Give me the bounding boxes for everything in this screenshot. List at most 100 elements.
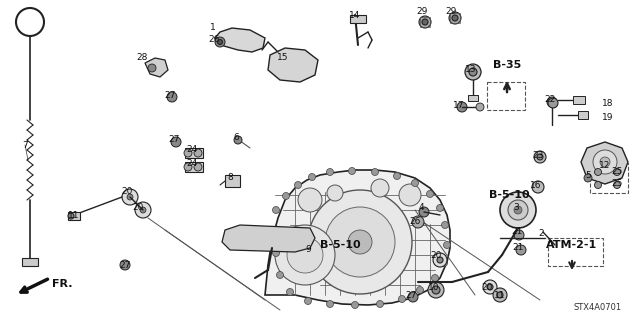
Text: 29: 29 xyxy=(416,8,428,17)
Text: 20: 20 xyxy=(122,188,132,197)
Circle shape xyxy=(532,181,544,193)
Text: 4: 4 xyxy=(418,204,424,212)
Circle shape xyxy=(218,40,223,44)
Bar xyxy=(578,111,588,119)
Text: 22: 22 xyxy=(545,95,556,105)
Circle shape xyxy=(148,64,156,72)
Circle shape xyxy=(428,282,444,298)
Circle shape xyxy=(282,192,289,199)
Circle shape xyxy=(442,221,449,228)
Text: B-5-10: B-5-10 xyxy=(489,190,529,200)
Circle shape xyxy=(595,168,602,175)
Circle shape xyxy=(399,184,421,206)
Circle shape xyxy=(508,200,528,220)
Circle shape xyxy=(305,298,312,305)
Circle shape xyxy=(325,207,395,277)
Bar xyxy=(22,258,38,266)
Circle shape xyxy=(127,194,133,200)
Circle shape xyxy=(431,275,438,281)
Circle shape xyxy=(493,288,507,302)
Text: 19: 19 xyxy=(602,114,614,122)
Text: 11: 11 xyxy=(68,211,80,219)
Text: 14: 14 xyxy=(349,11,361,19)
Text: 15: 15 xyxy=(277,54,289,63)
Circle shape xyxy=(412,216,424,228)
Circle shape xyxy=(614,168,621,175)
Text: 8: 8 xyxy=(227,174,233,182)
Bar xyxy=(185,148,203,158)
Circle shape xyxy=(122,189,138,205)
Text: 5: 5 xyxy=(585,170,591,180)
Circle shape xyxy=(215,37,225,47)
Circle shape xyxy=(120,260,130,270)
Text: 18: 18 xyxy=(602,99,614,108)
Bar xyxy=(487,82,525,110)
Text: 23: 23 xyxy=(532,151,544,160)
Circle shape xyxy=(500,192,536,228)
Text: 17: 17 xyxy=(453,100,465,109)
Circle shape xyxy=(298,188,322,212)
Polygon shape xyxy=(265,170,450,305)
Circle shape xyxy=(444,241,451,249)
Circle shape xyxy=(371,168,378,175)
Circle shape xyxy=(408,292,418,302)
Circle shape xyxy=(516,245,526,255)
Circle shape xyxy=(234,136,242,144)
Polygon shape xyxy=(222,225,315,252)
Circle shape xyxy=(271,226,278,234)
Text: 27: 27 xyxy=(119,261,131,270)
Text: 2: 2 xyxy=(538,228,544,238)
Polygon shape xyxy=(581,142,628,184)
Circle shape xyxy=(600,157,610,167)
Circle shape xyxy=(68,213,74,219)
Circle shape xyxy=(167,92,177,102)
Circle shape xyxy=(351,301,358,308)
Circle shape xyxy=(417,286,424,293)
Polygon shape xyxy=(215,28,265,52)
Circle shape xyxy=(487,284,493,290)
Circle shape xyxy=(184,149,192,157)
Text: 11: 11 xyxy=(494,291,506,300)
Polygon shape xyxy=(268,48,318,82)
Circle shape xyxy=(287,237,323,273)
Circle shape xyxy=(275,225,335,285)
Text: FR.: FR. xyxy=(52,279,72,289)
Text: 24: 24 xyxy=(186,159,198,167)
Bar xyxy=(185,162,203,172)
Circle shape xyxy=(171,137,181,147)
Circle shape xyxy=(348,230,372,254)
Circle shape xyxy=(514,230,524,240)
Circle shape xyxy=(449,12,461,24)
Circle shape xyxy=(273,249,280,256)
Circle shape xyxy=(537,154,543,160)
Text: 21: 21 xyxy=(512,243,524,253)
Circle shape xyxy=(349,167,355,174)
Text: STX4A0701: STX4A0701 xyxy=(574,303,622,313)
Text: 12: 12 xyxy=(599,160,611,169)
Circle shape xyxy=(548,98,558,108)
Circle shape xyxy=(593,150,617,174)
Circle shape xyxy=(135,202,151,218)
Text: 25: 25 xyxy=(611,179,623,188)
Circle shape xyxy=(194,149,202,157)
Text: 13: 13 xyxy=(465,65,477,75)
Circle shape xyxy=(273,206,280,213)
Circle shape xyxy=(326,168,333,175)
Circle shape xyxy=(534,151,546,163)
Circle shape xyxy=(436,204,444,211)
Circle shape xyxy=(184,163,192,171)
Text: 29: 29 xyxy=(445,8,457,17)
Circle shape xyxy=(595,182,602,189)
Text: 7: 7 xyxy=(22,140,28,150)
Bar xyxy=(225,175,240,187)
Circle shape xyxy=(584,174,592,182)
Circle shape xyxy=(371,179,389,197)
Circle shape xyxy=(326,300,333,308)
Text: 1: 1 xyxy=(210,24,216,33)
Circle shape xyxy=(497,292,503,298)
Circle shape xyxy=(327,185,343,201)
Text: 21: 21 xyxy=(511,227,523,236)
Text: 27: 27 xyxy=(168,136,180,145)
Text: 20: 20 xyxy=(430,250,442,259)
Bar xyxy=(350,15,366,23)
